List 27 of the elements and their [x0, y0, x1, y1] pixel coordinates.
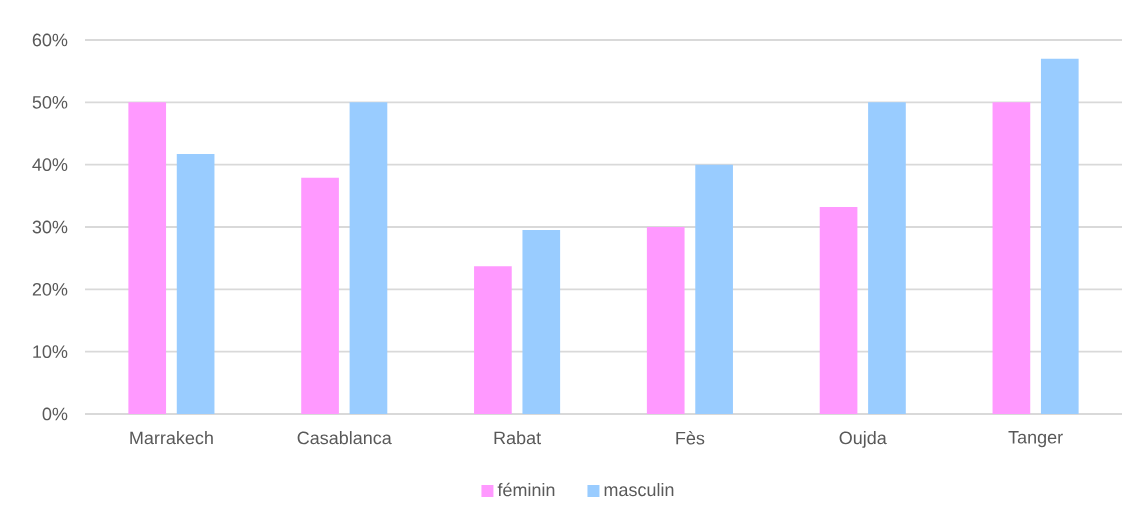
- legend-label: masculin: [604, 482, 674, 497]
- x-tick-label: Fès: [676, 431, 705, 445]
- x-tick-label: Marrakech: [130, 431, 213, 445]
- y-tick-label: 10%: [33, 345, 68, 359]
- bar: [1040, 58, 1079, 414]
- y-tick-label: 30%: [32, 220, 68, 234]
- x-tick-label: Oujda: [839, 431, 887, 448]
- y-tick-label: 0%: [42, 407, 68, 421]
- y-tick-label: 50%: [32, 95, 68, 109]
- x-tick-label: Casablanca: [297, 431, 392, 445]
- x-tick-label: Rabat: [494, 431, 541, 445]
- bar: [474, 266, 512, 414]
- bar: [868, 102, 906, 414]
- y-tick-label: 40%: [32, 158, 68, 172]
- bar: [992, 102, 1031, 414]
- y-tick-label: 60%: [32, 33, 68, 47]
- bar: [349, 102, 388, 414]
- bar: [522, 230, 561, 414]
- y-tick-label: 20%: [32, 282, 68, 296]
- bar: [301, 177, 339, 414]
- bar: [819, 207, 858, 414]
- x-tick-label: Tanger: [1008, 431, 1063, 448]
- bar: [128, 102, 167, 414]
- bar: [176, 154, 215, 414]
- bar: [695, 164, 733, 414]
- bar: [646, 226, 685, 414]
- legend-label: féminin: [497, 482, 555, 497]
